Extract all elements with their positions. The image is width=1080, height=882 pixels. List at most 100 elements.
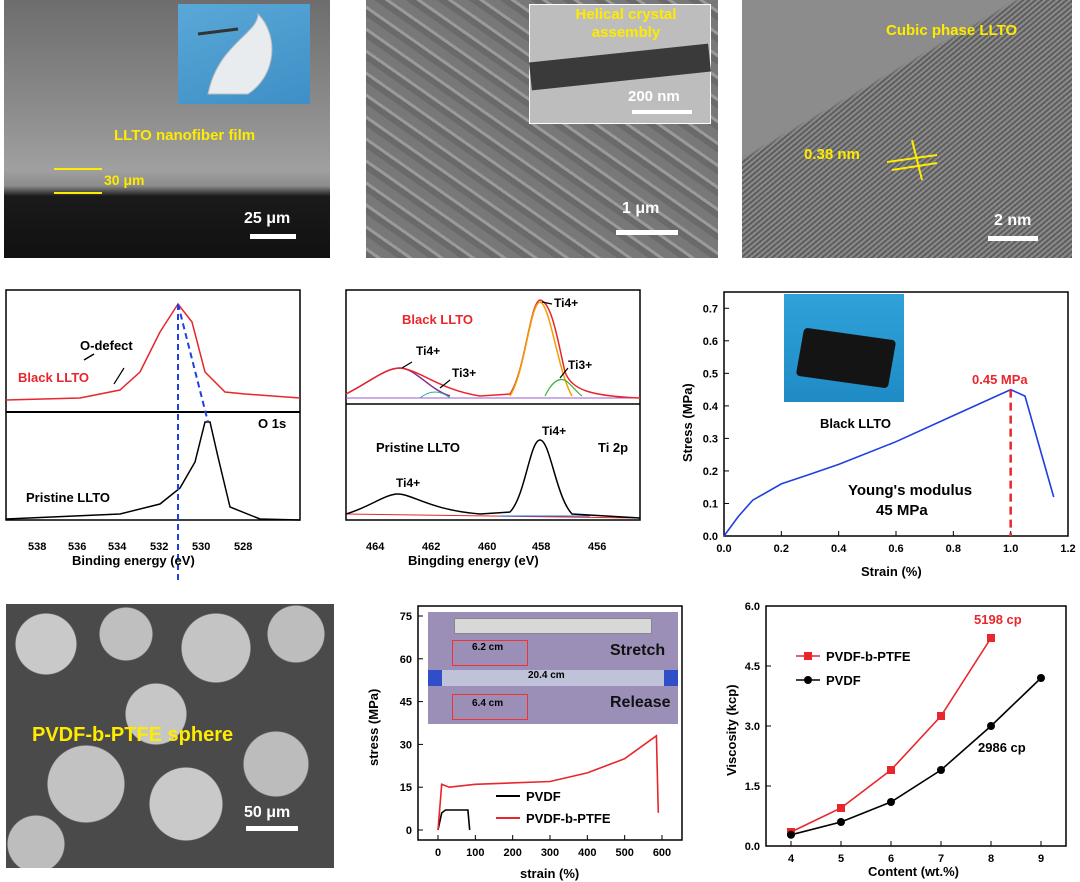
inset-scale-label: 200 nm bbox=[628, 88, 680, 105]
black-film-photo bbox=[784, 294, 904, 402]
region-label: O 1s bbox=[258, 416, 287, 431]
scale-bar bbox=[246, 826, 298, 831]
o-defect-label: O-defect bbox=[80, 338, 133, 353]
defect-pointer bbox=[113, 367, 125, 385]
tick-label: 536 bbox=[68, 541, 86, 553]
tick-label: 534 bbox=[108, 541, 127, 553]
scale-label: 25 μm bbox=[244, 210, 291, 227]
y-tick-label: 0.3 bbox=[703, 433, 718, 445]
length-label: 6.4 cm bbox=[472, 698, 504, 709]
ti3-label: Ti3+ bbox=[452, 366, 477, 380]
ti4-label: Ti4+ bbox=[396, 476, 421, 490]
data-point bbox=[787, 830, 795, 839]
legend-marker-black bbox=[804, 676, 812, 684]
x-axis-title: strain (%) bbox=[520, 866, 579, 881]
y-tick-label: 0.4 bbox=[703, 401, 719, 413]
pvdf-line bbox=[790, 677, 1042, 836]
x-tick-label: 1.0 bbox=[1003, 543, 1018, 555]
y-tick-label: 45 bbox=[400, 697, 412, 709]
film-roll-graphic bbox=[197, 12, 273, 95]
x-tick-label: 4 bbox=[788, 853, 795, 865]
y-tick-label: 30 bbox=[400, 739, 412, 751]
film-label: LLTO nanofiber film bbox=[114, 127, 256, 144]
region-label: Ti 2p bbox=[598, 440, 629, 455]
plot-frame bbox=[5, 289, 301, 521]
black-llto-curve bbox=[5, 302, 301, 401]
film-photo-inset bbox=[178, 4, 310, 104]
ruler bbox=[454, 618, 652, 634]
sem-nanofiber-image: Helical crystal assembly 200 nm 1 μm bbox=[366, 0, 718, 258]
stress-strain-pvdf-plot: 0 15 30 45 60 75 0 100 200 300 400 500 600 PVDF PVD… bbox=[366, 605, 683, 881]
y-tick-label: 0.6 bbox=[703, 336, 718, 348]
scale-label: 50 μm bbox=[244, 804, 291, 821]
data-point bbox=[887, 766, 895, 774]
sem-film-image: LLTO nanofiber film 30 μm 25 μm bbox=[4, 0, 330, 258]
peak-label: 0.45 MPa bbox=[972, 372, 1028, 387]
data-point bbox=[837, 804, 845, 812]
black-llto-label: Black LLTO bbox=[402, 312, 474, 327]
ti3-label: Ti3+ bbox=[568, 358, 593, 372]
x-tick-label: 300 bbox=[541, 847, 559, 859]
x-tick-label: 0 bbox=[435, 847, 441, 859]
helical-label: Helical crystal assembly bbox=[575, 6, 677, 41]
annotation-red: 5198 cp bbox=[974, 612, 1022, 627]
x-tick-label: 0.4 bbox=[831, 543, 847, 555]
tick-label: 460 bbox=[478, 541, 496, 553]
plot-frame bbox=[765, 605, 1067, 847]
black-ti3-peak-low bbox=[419, 391, 451, 399]
data-point bbox=[937, 766, 945, 774]
y-tick-label: 15 bbox=[400, 782, 412, 794]
xps-o1s-panel: 538 536 534 532 530 528 Binding energy (… bbox=[0, 282, 310, 582]
x-axis-title: Bingding energy (eV) bbox=[408, 553, 539, 568]
scale-bar bbox=[988, 236, 1038, 241]
x-tick-label: 0.2 bbox=[774, 543, 789, 555]
black-envelope bbox=[345, 299, 641, 399]
data-point bbox=[987, 722, 995, 730]
tick-label: 456 bbox=[588, 541, 606, 553]
y-tick-label: 75 bbox=[400, 611, 412, 623]
tick-label: 532 bbox=[150, 541, 168, 553]
tick-label: 538 bbox=[28, 541, 46, 553]
y-tick-label: 0 bbox=[406, 825, 412, 837]
y-tick-label: 0.2 bbox=[703, 466, 718, 478]
y-tick-label: 0.1 bbox=[703, 498, 718, 510]
y-tick-label: 0.0 bbox=[703, 531, 718, 543]
y-axis-title: Stress (MPa) bbox=[680, 383, 695, 462]
hrtem-image: Cubic phase LLTO 0.38 nm 2 nm bbox=[742, 0, 1072, 258]
tick-label: 458 bbox=[532, 541, 550, 553]
modulus-label: Young's modulus bbox=[848, 482, 973, 499]
black-ti3-peak-high bbox=[544, 378, 583, 397]
scale-bar bbox=[250, 234, 296, 239]
tick-label: 462 bbox=[422, 541, 440, 553]
legend-label: PVDF bbox=[826, 673, 861, 688]
helical-inset bbox=[529, 4, 711, 124]
shift-arrow bbox=[177, 303, 209, 423]
black-llto-label: Black LLTO bbox=[18, 370, 90, 385]
x-tick-label: 0.6 bbox=[888, 543, 903, 555]
pristine-curve bbox=[345, 439, 641, 519]
x-tick-label: 600 bbox=[653, 847, 671, 859]
y-tick-label: 0.5 bbox=[703, 368, 718, 380]
tick-label: 530 bbox=[192, 541, 210, 553]
ti4-label: Ti4+ bbox=[416, 344, 441, 358]
x-tick-label: 0.0 bbox=[716, 543, 731, 555]
black-llto-curve bbox=[723, 388, 1055, 537]
annotation-black: 2986 cp bbox=[978, 740, 1026, 755]
y-tick-label: 0.0 bbox=[745, 841, 760, 853]
tick-label: 464 bbox=[366, 541, 385, 553]
stress-strain-pvdf-panel: 0 15 30 45 60 75 0 100 200 300 400 500 600 PVDF PVD… bbox=[360, 598, 690, 882]
pristine-llto-label: Pristine LLTO bbox=[376, 440, 461, 455]
tick-label: 528 bbox=[234, 541, 252, 553]
x-tick-label: 200 bbox=[503, 847, 521, 859]
pristine-baseline-red bbox=[345, 513, 641, 519]
scale-bar bbox=[616, 230, 678, 235]
x-axis-title: Binding energy (eV) bbox=[72, 553, 195, 568]
thickness-marker bbox=[54, 168, 102, 194]
x-axis-title: Strain (%) bbox=[861, 564, 922, 579]
ti4-label: Ti4+ bbox=[554, 296, 579, 310]
x-tick-label: 6 bbox=[888, 853, 894, 865]
pristine-llto-label: Pristine LLTO bbox=[26, 490, 111, 505]
legend-label: PVDF bbox=[526, 789, 561, 804]
